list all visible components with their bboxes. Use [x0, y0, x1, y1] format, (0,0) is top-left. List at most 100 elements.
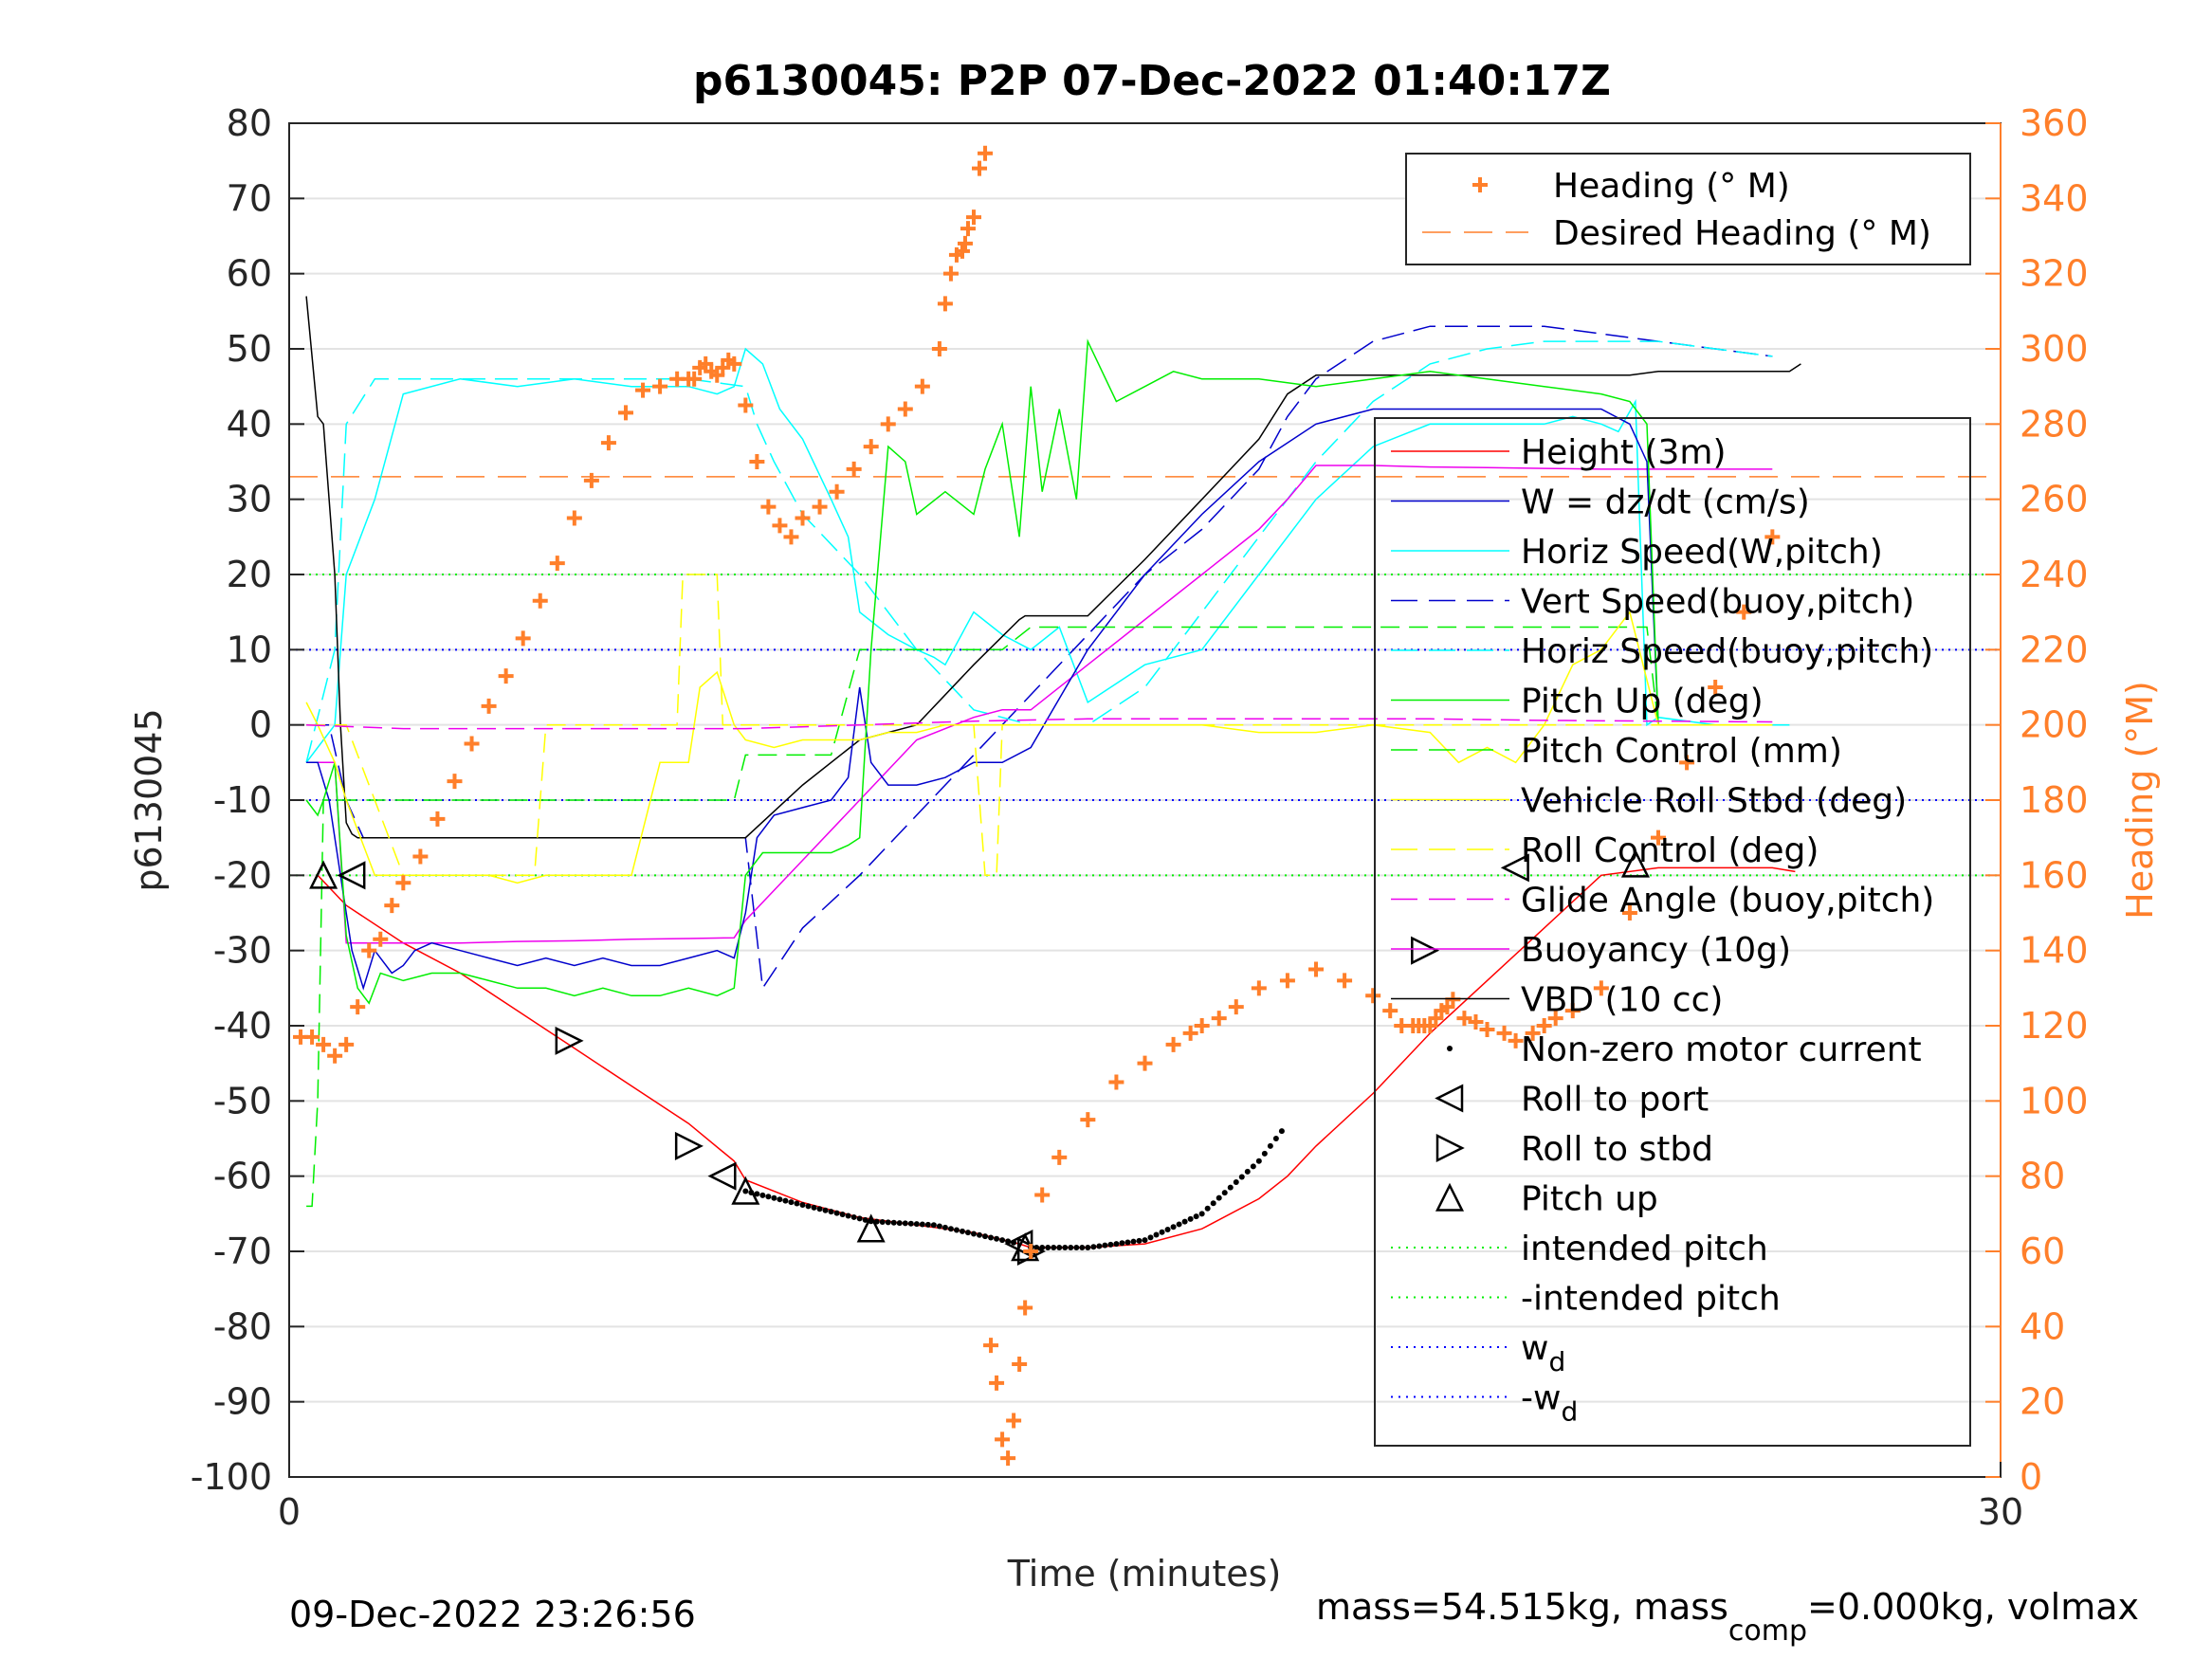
motor-current-point: [754, 1191, 760, 1197]
heading-point: [350, 999, 366, 1015]
heading-point: [304, 1029, 320, 1045]
motor-current-point: [1204, 1205, 1211, 1212]
motor-current-point: [788, 1199, 795, 1206]
motor-current-point: [811, 1204, 817, 1211]
motor-current-point: [845, 1212, 851, 1219]
motor-current-point: [862, 1216, 868, 1223]
heading-point: [1651, 830, 1666, 846]
y2-tick-label: 140: [2020, 930, 2089, 972]
heading-point: [972, 160, 988, 176]
y-tick-label: -60: [213, 1156, 272, 1197]
heading-point: [617, 405, 633, 421]
motor-current-point: [816, 1206, 823, 1212]
motor-current-point: [1210, 1200, 1216, 1207]
y2-tick-label: 200: [2020, 704, 2089, 746]
heading-point: [966, 210, 981, 226]
y2-tick-label: 360: [2020, 102, 2089, 144]
heading-point: [989, 1375, 1005, 1391]
footer-mass-pre: mass=54.515kg, mass: [1316, 1586, 1728, 1628]
heading-point: [795, 510, 811, 526]
motor-current-point: [994, 1235, 1000, 1242]
y-tick-label: -30: [213, 930, 272, 972]
motor-current-point: [1267, 1142, 1273, 1149]
y-tick-label: 60: [227, 253, 272, 295]
y-tick-label: 20: [227, 554, 272, 595]
y2-tick-label: 180: [2020, 779, 2089, 821]
heading-point: [937, 296, 953, 312]
motor-current-point: [765, 1194, 772, 1200]
heading-point: [373, 931, 389, 947]
roll-to-port-marker: [707, 1161, 737, 1191]
heading-point: [327, 1048, 343, 1064]
motor-current-point: [1176, 1221, 1182, 1228]
motor-current-point: [890, 1219, 897, 1226]
motor-current-point: [1079, 1245, 1086, 1251]
footer-mass-sub: comp: [1728, 1614, 1807, 1648]
y2-tick-label: 280: [2020, 403, 2089, 445]
heading-point: [1382, 1003, 1398, 1019]
motor-current-point: [982, 1233, 989, 1240]
y2-tick-label: 260: [2020, 479, 2089, 520]
legend-label-subscript: d: [1548, 1346, 1565, 1377]
y-tick-label: 80: [227, 102, 272, 144]
legend-label: W = dz/dt (cm/s): [1521, 483, 1810, 522]
heading-point: [914, 378, 930, 394]
heading-point: [1479, 1021, 1495, 1037]
motor-current-point: [1198, 1211, 1205, 1217]
motor-current-point: [771, 1194, 777, 1201]
motor-current-point: [936, 1223, 942, 1230]
y-tick-label: 40: [227, 403, 272, 445]
heading-point: [316, 1036, 332, 1052]
heading-point: [983, 1338, 999, 1354]
motor-current-point: [977, 1231, 983, 1238]
legend-main: Height (3m) W = dz/dt (cm/s) Horiz Speed(W…: [1374, 417, 1971, 1447]
y-tick-label: 70: [227, 177, 272, 219]
pitch-up-marker: [1620, 848, 1650, 878]
motor-current-point: [1090, 1244, 1097, 1250]
legend-heading-label: Desired Heading (° M): [1553, 214, 1931, 253]
heading-point: [1108, 1074, 1124, 1090]
y2-tick-label: 100: [2020, 1080, 2089, 1121]
heading-point: [760, 499, 777, 515]
motor-current-point: [953, 1227, 960, 1233]
motor-current-point: [1096, 1243, 1103, 1249]
heading-point: [749, 454, 765, 469]
legend-label: VBD (10 cc): [1521, 981, 1723, 1020]
heading-point: [1547, 1011, 1563, 1027]
motor-current-point: [902, 1220, 908, 1227]
heading-point: [583, 472, 599, 488]
heading-point: [1228, 999, 1244, 1015]
heading-point: [772, 518, 788, 534]
y-axis-label: p6130045: [128, 708, 170, 891]
legend-label: Pitch Up (deg): [1521, 683, 1764, 721]
series-line-glide-angle-buoy-pitch: [306, 718, 1773, 730]
heading-point: [635, 382, 651, 398]
reference-lines: [289, 476, 2001, 877]
motor-current-point: [839, 1212, 846, 1218]
heading-point: [1536, 1018, 1552, 1033]
motor-current-point: [1216, 1194, 1222, 1201]
heading-point: [1080, 1112, 1096, 1128]
heading-point: [652, 378, 668, 394]
motor-current-point: [896, 1220, 903, 1227]
heading-point: [1279, 973, 1295, 989]
pitch-up-marker: [309, 860, 338, 889]
motor-current-point: [1056, 1245, 1063, 1251]
roll-to-stbd-marker: [674, 1131, 704, 1160]
y2-tick-label: 80: [2020, 1156, 2065, 1197]
heading-point: [1023, 1244, 1039, 1259]
heading-point: [829, 483, 845, 500]
y2-tick-label: 340: [2020, 177, 2089, 219]
series-line-pitch-up-deg: [305, 338, 1773, 1005]
heading-point: [978, 145, 994, 161]
motor-current-point: [930, 1222, 937, 1229]
chart-title: p6130045: P2P 07-Dec-2022 01:40:17Z: [693, 57, 1611, 105]
legend-label: Vehicle Roll Stbd (deg): [1521, 782, 1907, 821]
motor-current-point: [850, 1213, 857, 1220]
motor-current-point: [1113, 1241, 1120, 1248]
x-tick-label: 0: [278, 1491, 301, 1533]
motor-current-point: [913, 1221, 920, 1228]
heading-point: [880, 416, 896, 432]
motor-current-points: [742, 1128, 1285, 1251]
